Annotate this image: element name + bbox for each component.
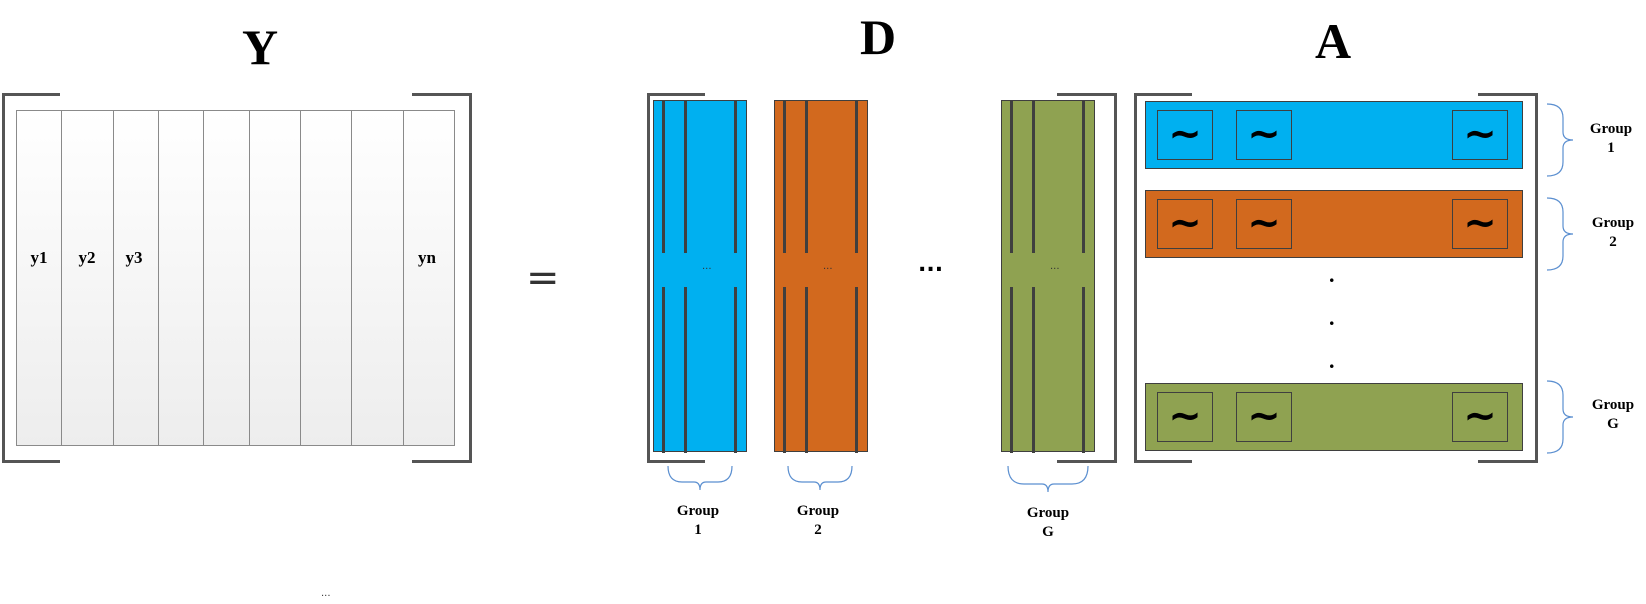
d-group-label-2: Group 2: [778, 502, 858, 540]
y-column-9: [403, 110, 455, 446]
y-column-label-1: y1: [30, 248, 48, 267]
d-group-label-1-bottom: 1: [694, 522, 702, 538]
a-coefficient-symbol: ~: [1157, 199, 1213, 249]
y-column-7: [300, 110, 352, 446]
d-atom-line: [783, 287, 786, 453]
title-y: Y: [241, 19, 279, 75]
d-atom-line: [1082, 101, 1085, 253]
a-row-group-2: ~ ~ ~: [1145, 190, 1523, 258]
a-coefficient-symbol: ~: [1236, 199, 1292, 249]
equals-sign: =: [526, 255, 560, 301]
a-brace-group-g: [1546, 380, 1574, 454]
a-brace-group-1: [1546, 103, 1574, 177]
d-atom-line: [662, 101, 665, 253]
d-block-group-1: ...: [653, 100, 747, 453]
d-brace-group-2: [787, 465, 853, 491]
d-group-label-g-top: Group: [1026, 505, 1070, 521]
a-group-label-2-bottom: 2: [1609, 234, 1617, 250]
d-bracket-right: [1057, 93, 1117, 463]
y-column-3: [113, 110, 159, 446]
d-group-label-1: Group 1: [658, 502, 738, 540]
a-group-label-2-top: Group: [1591, 215, 1635, 231]
d-group-label-g: Group G: [1008, 504, 1088, 542]
d-atom-line: [1082, 287, 1085, 453]
a-coefficient-symbol: ~: [1452, 110, 1508, 160]
a-vertical-dot: .: [1329, 262, 1335, 287]
d-atom-line: [1032, 101, 1035, 253]
a-coefficient-symbol: ~: [1452, 199, 1508, 249]
d-atom-line: [1010, 287, 1013, 453]
a-group-label-g-bottom: G: [1607, 416, 1619, 432]
y-column-5: [203, 110, 250, 446]
d-brace-group-g: [1007, 465, 1089, 493]
d-group-label-1-top: Group: [676, 503, 720, 519]
d-block-dots: ...: [702, 261, 712, 272]
a-group-label-1-bottom: 1: [1607, 140, 1615, 156]
d-atom-line: [1010, 101, 1013, 253]
d-atom-line: [783, 101, 786, 253]
a-coefficient-symbol: ~: [1236, 110, 1292, 160]
a-vertical-dot: .: [1329, 305, 1335, 330]
y-column-1: [16, 110, 62, 446]
y-column-4: [158, 110, 204, 446]
d-block-dots: ...: [1050, 261, 1060, 272]
d-brace-group-1: [667, 465, 733, 491]
y-bottom-dots: ...: [321, 588, 331, 599]
a-group-label-1-top: Group: [1589, 121, 1633, 137]
a-vertical-dot: .: [1329, 348, 1335, 373]
a-bracket-left: [1134, 93, 1192, 463]
a-coefficient-symbol: ~: [1236, 392, 1292, 442]
d-group-label-g-bottom: G: [1042, 524, 1054, 540]
a-brace-group-2: [1546, 197, 1574, 271]
d-atom-line: [805, 101, 808, 253]
a-row-group-g: ~ ~ ~: [1145, 383, 1523, 451]
title-a: A: [1314, 13, 1352, 69]
d-atom-line: [1032, 287, 1035, 453]
d-atom-line: [855, 287, 858, 453]
title-d: D: [859, 9, 897, 65]
a-group-label-g: Group G: [1580, 396, 1646, 434]
y-column-label-2: y2: [78, 248, 96, 267]
y-column-2: [61, 110, 114, 446]
d-block-dots: ...: [823, 261, 833, 272]
d-block-group-g: ...: [1001, 100, 1095, 453]
a-group-label-g-top: Group: [1591, 397, 1635, 413]
a-coefficient-symbol: ~: [1157, 392, 1213, 442]
d-atom-line: [855, 101, 858, 253]
d-group-label-2-bottom: 2: [814, 522, 822, 538]
d-atom-line: [805, 287, 808, 453]
d-atom-line: [662, 287, 665, 453]
d-group-label-2-top: Group: [796, 503, 840, 519]
y-bracket-left: [2, 93, 60, 463]
y-bracket-right: [412, 93, 472, 463]
a-row-group-1: ~ ~ ~: [1145, 101, 1523, 169]
d-atom-line: [684, 101, 687, 253]
a-coefficient-symbol: ~: [1157, 110, 1213, 160]
d-atom-line: [734, 101, 737, 253]
a-group-label-1: Group 1: [1578, 120, 1644, 158]
y-column-label-3: y3: [125, 248, 143, 267]
d-bracket-left: [647, 93, 705, 463]
d-block-group-2: ...: [774, 100, 868, 453]
a-bracket-right: [1478, 93, 1538, 463]
d-atom-line: [684, 287, 687, 453]
y-column-8: [351, 110, 404, 446]
a-group-label-2: Group 2: [1580, 214, 1646, 252]
y-column-6: [249, 110, 301, 446]
y-column-label-n: yn: [418, 248, 436, 267]
d-between-dots: ...: [918, 252, 944, 277]
a-coefficient-symbol: ~: [1452, 392, 1508, 442]
d-atom-line: [734, 287, 737, 453]
